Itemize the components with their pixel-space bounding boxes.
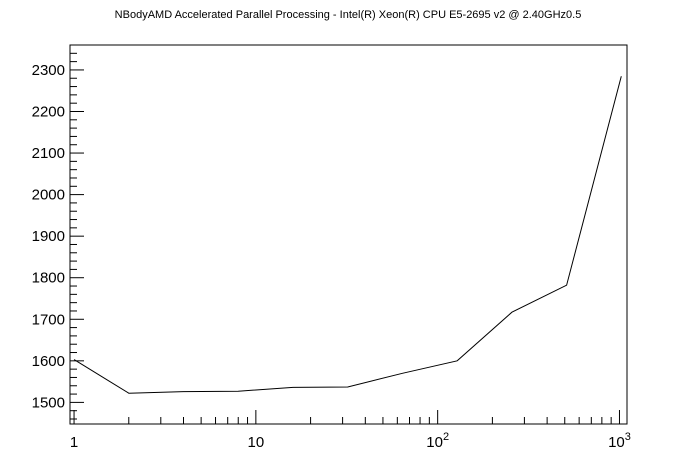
y-tick-label: 1700: [32, 311, 65, 328]
y-tick-label: 2000: [32, 187, 65, 204]
series-line: [73, 76, 622, 394]
y-axis: 1500 1600 1700 1800 1900 2000 2100 2200 2300: [32, 52, 84, 420]
x-tick-label: 10: [248, 434, 265, 451]
y-tick-label: 1900: [32, 228, 65, 245]
y-tick-label: 1800: [32, 270, 65, 287]
plot-frame: [69, 44, 628, 425]
y-tick-label: 2300: [32, 62, 65, 79]
x-axis: 1 10 102 103: [70, 410, 631, 451]
x-tick-label: 1: [70, 434, 78, 451]
x-tick-label: 103: [608, 431, 631, 451]
chart-title: NBodyAMD Accelerated Parallel Processing…: [114, 9, 582, 21]
y-tick-label: 2200: [32, 103, 65, 120]
series-layer: [73, 76, 622, 394]
y-tick-label: 1600: [32, 353, 65, 370]
y-tick-label: 2100: [32, 145, 65, 162]
x-tick-label: 102: [426, 431, 449, 451]
y-tick-label: 1500: [32, 394, 65, 411]
